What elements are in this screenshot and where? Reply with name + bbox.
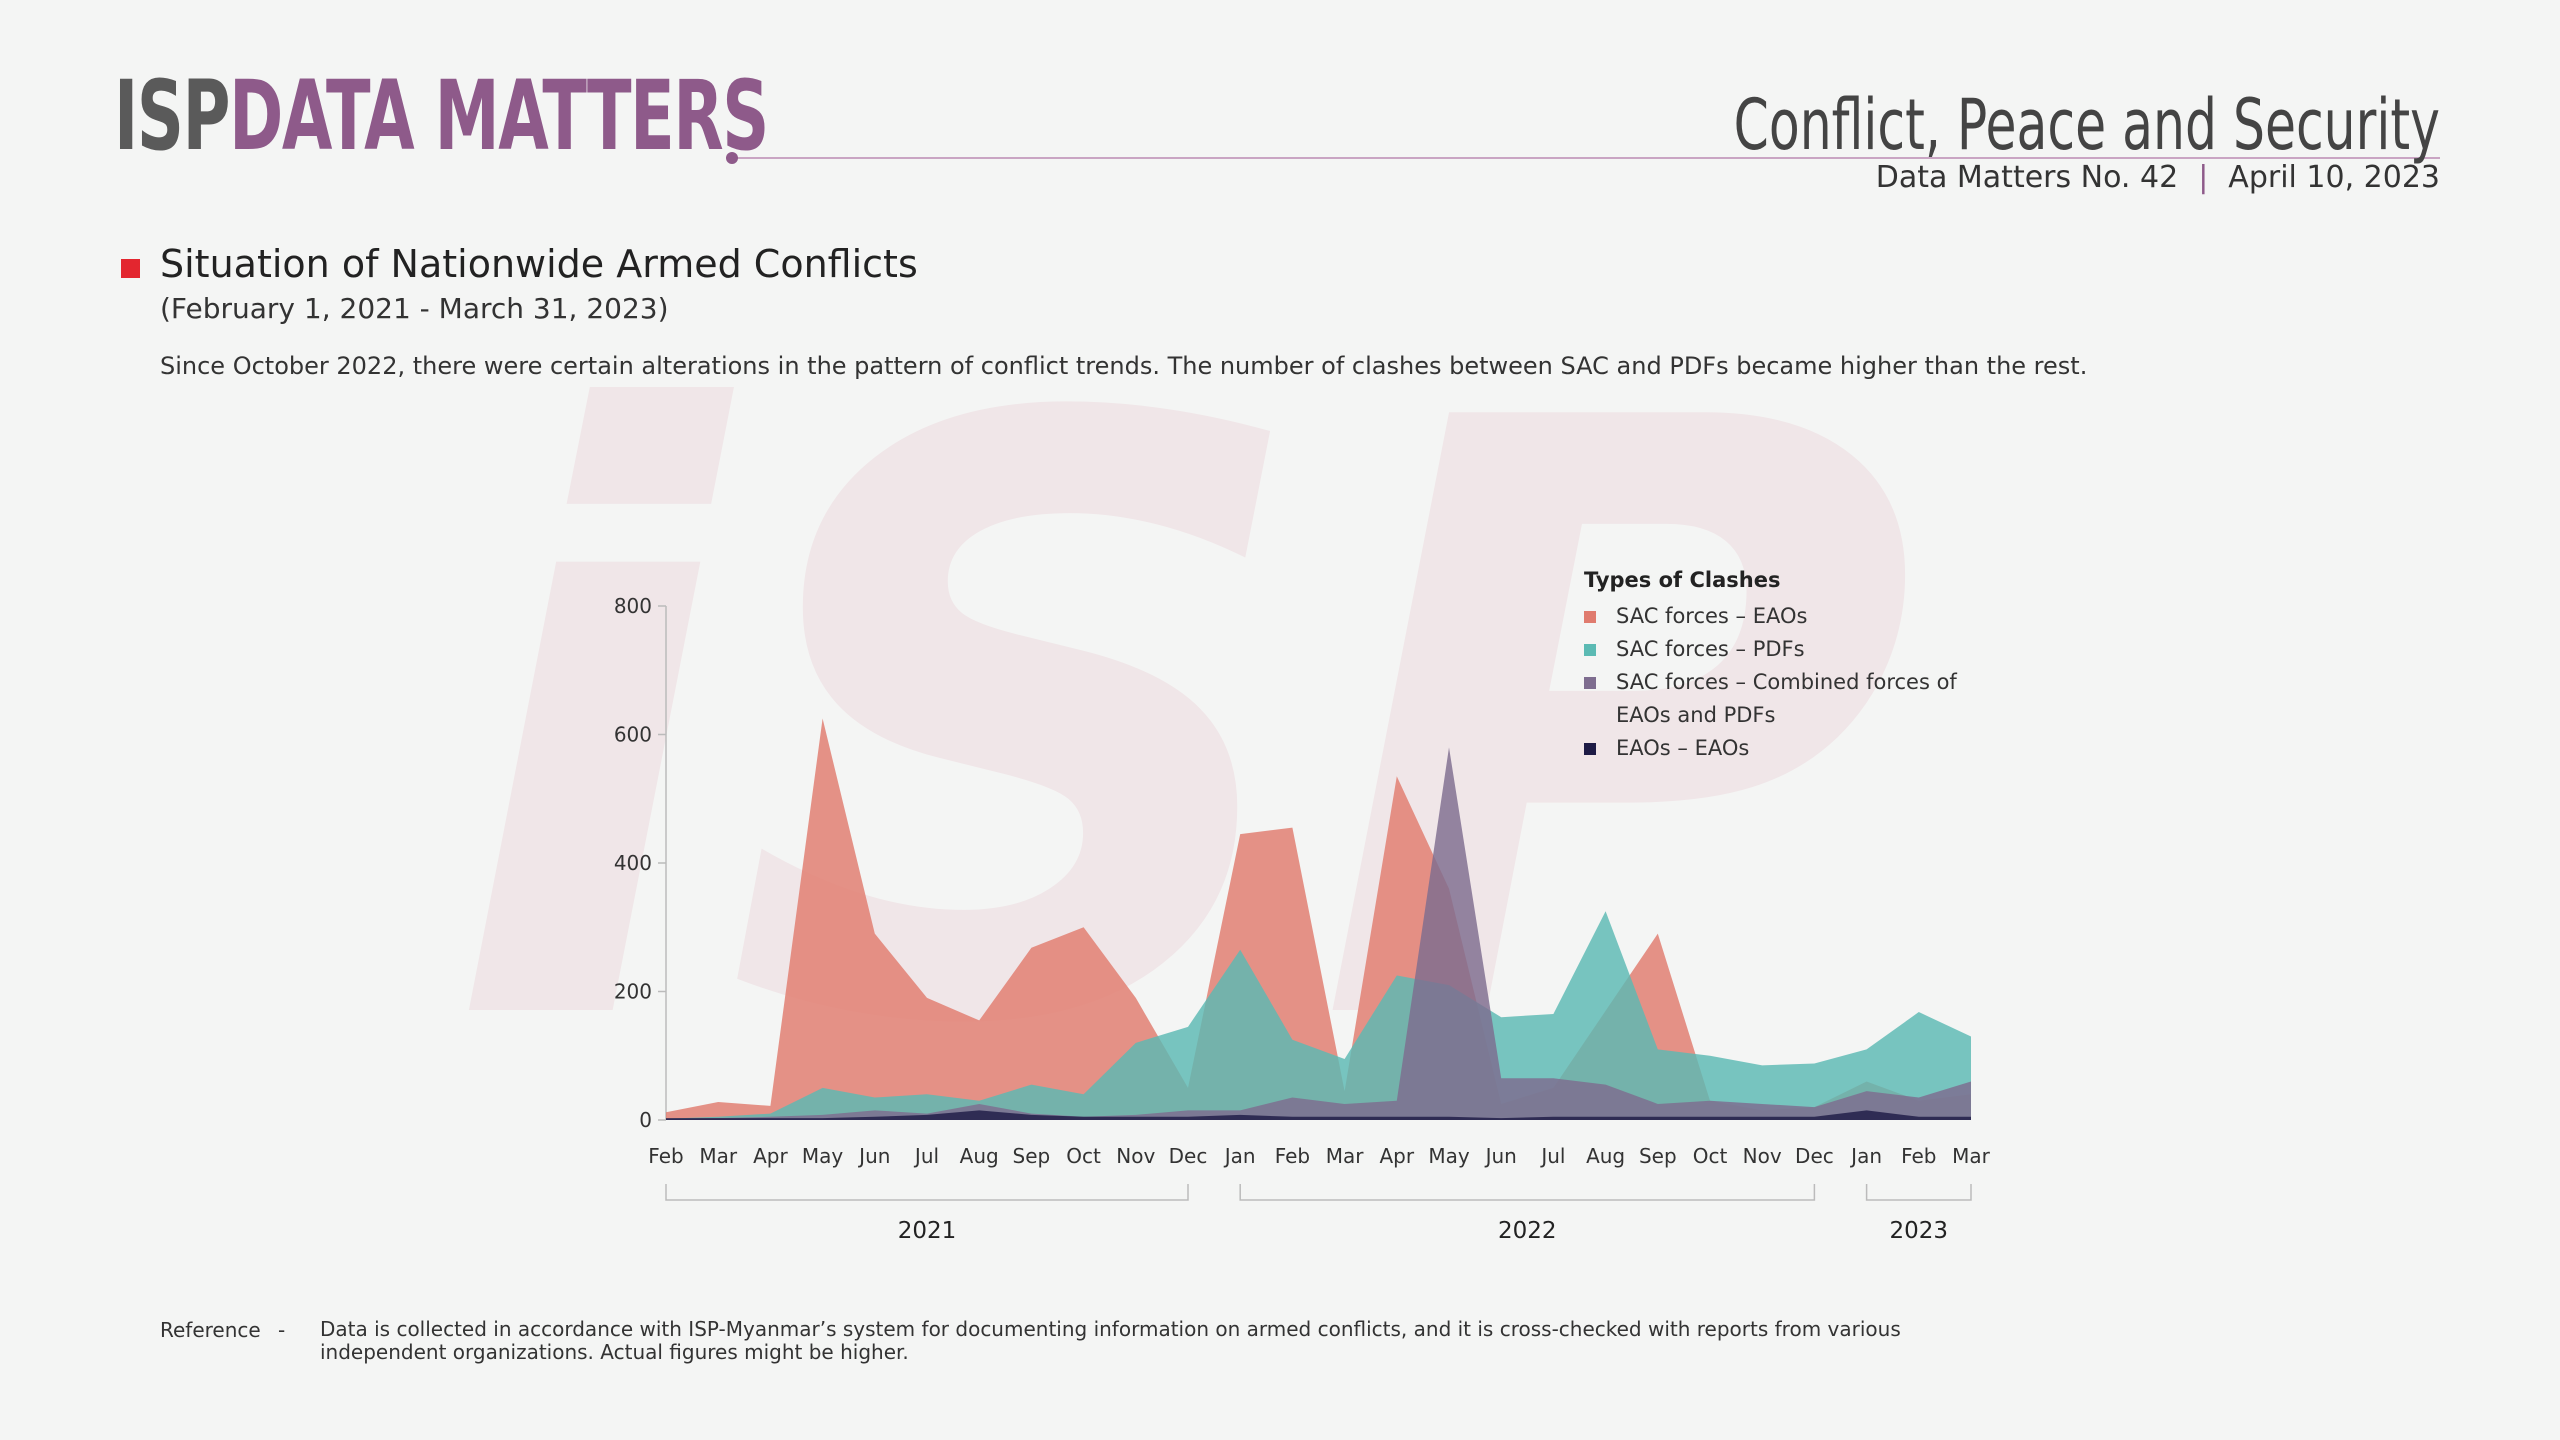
area bbox=[666, 911, 1971, 1120]
legend-label: SAC forces – EAOs bbox=[1616, 604, 1808, 628]
description: Since October 2022, there were certain a… bbox=[160, 352, 2088, 380]
x-tick-label: Feb bbox=[648, 1144, 683, 1168]
year-label: 2023 bbox=[1890, 1218, 1949, 1244]
legend-swatch bbox=[1584, 644, 1596, 656]
logo: ISPDATA MATTERS bbox=[114, 60, 769, 172]
legend-label: SAC forces – PDFs bbox=[1616, 637, 1805, 661]
issue: Data Matters No. 42 bbox=[1875, 160, 2179, 195]
logo-left: ISP bbox=[114, 60, 230, 172]
x-tick-label: May bbox=[1428, 1144, 1470, 1168]
bullet bbox=[121, 259, 140, 278]
y-tick-label: 400 bbox=[614, 851, 652, 875]
date: April 10, 2023 bbox=[2228, 160, 2440, 195]
x-tick-label: Jul bbox=[913, 1144, 939, 1168]
x-tick-label: Jan bbox=[1223, 1144, 1256, 1168]
year-bracket bbox=[1239, 1184, 1816, 1201]
legend: Types of Clashes SAC forces – EAOs SAC for… bbox=[1584, 568, 1974, 765]
x-tick-label: Jan bbox=[1849, 1144, 1882, 1168]
x-tick-label: Oct bbox=[1066, 1144, 1101, 1168]
y-tick-label: 800 bbox=[614, 594, 652, 618]
x-tick-label: Nov bbox=[1116, 1144, 1155, 1168]
legend-entry: SAC forces – EAOs bbox=[1584, 600, 1974, 633]
x-tick-label: May bbox=[802, 1144, 844, 1168]
y-tick-label: 0 bbox=[639, 1108, 652, 1132]
x-tick-label: Sep bbox=[1013, 1144, 1051, 1168]
reference-text: Data is collected in accordance with ISP… bbox=[320, 1317, 1901, 1364]
year-bracket bbox=[1865, 1184, 1972, 1201]
legend-swatch bbox=[1584, 677, 1596, 689]
reference-separator: - bbox=[278, 1318, 286, 1342]
reference-label: Reference bbox=[160, 1318, 261, 1342]
x-tick-label: Dec bbox=[1795, 1144, 1834, 1168]
x-tick-label: Jun bbox=[1484, 1144, 1517, 1168]
year-bracket bbox=[665, 1184, 1189, 1201]
legend-label: EAOs – EAOs bbox=[1616, 736, 1750, 760]
x-tick-label: Aug bbox=[960, 1144, 999, 1168]
legend-title: Types of Clashes bbox=[1584, 568, 1781, 592]
period: (February 1, 2021 - March 31, 2023) bbox=[160, 292, 669, 325]
header-dot bbox=[726, 152, 738, 164]
x-tick-label: Apr bbox=[753, 1144, 788, 1168]
logo-right: DATA MATTERS bbox=[229, 60, 769, 172]
legend-entry: EAOs – EAOs bbox=[1584, 732, 1974, 765]
x-tick-label: Mar bbox=[699, 1144, 738, 1168]
y-tick-label: 600 bbox=[614, 723, 652, 747]
divider: | bbox=[2198, 160, 2209, 195]
section-title: Conflict, Peace and Security bbox=[1733, 84, 2440, 166]
x-tick-label: Jun bbox=[857, 1144, 890, 1168]
x-tick-label: Dec bbox=[1169, 1144, 1208, 1168]
legend-entry: SAC forces – PDFs bbox=[1584, 633, 1974, 666]
x-tick-label: Oct bbox=[1693, 1144, 1728, 1168]
legend-entry: SAC forces – Combined forces of EAOs and… bbox=[1584, 666, 1974, 732]
y-tick-label: 200 bbox=[614, 980, 652, 1004]
year-label: 2022 bbox=[1498, 1218, 1557, 1244]
issue-line: Data Matters No. 42 | April 10, 2023 bbox=[1876, 160, 2440, 195]
area bbox=[666, 1110, 1971, 1120]
x-tick-label: Aug bbox=[1586, 1144, 1625, 1168]
x-tick-label: Mar bbox=[1326, 1144, 1365, 1168]
legend-swatch bbox=[1584, 743, 1596, 755]
x-tick-label: Feb bbox=[1275, 1144, 1310, 1168]
x-tick-label: Feb bbox=[1901, 1144, 1936, 1168]
title: Situation of Nationwide Armed Conflicts bbox=[160, 242, 918, 286]
legend-label: SAC forces – Combined forces of EAOs and… bbox=[1616, 670, 1957, 727]
x-tick-label: Mar bbox=[1952, 1144, 1991, 1168]
x-tick-label: Jul bbox=[1539, 1144, 1565, 1168]
legend-swatch bbox=[1584, 611, 1596, 623]
year-label: 2021 bbox=[898, 1218, 957, 1244]
x-tick-label: Apr bbox=[1379, 1144, 1414, 1168]
x-tick-label: Nov bbox=[1743, 1144, 1782, 1168]
x-tick-label: Sep bbox=[1639, 1144, 1677, 1168]
